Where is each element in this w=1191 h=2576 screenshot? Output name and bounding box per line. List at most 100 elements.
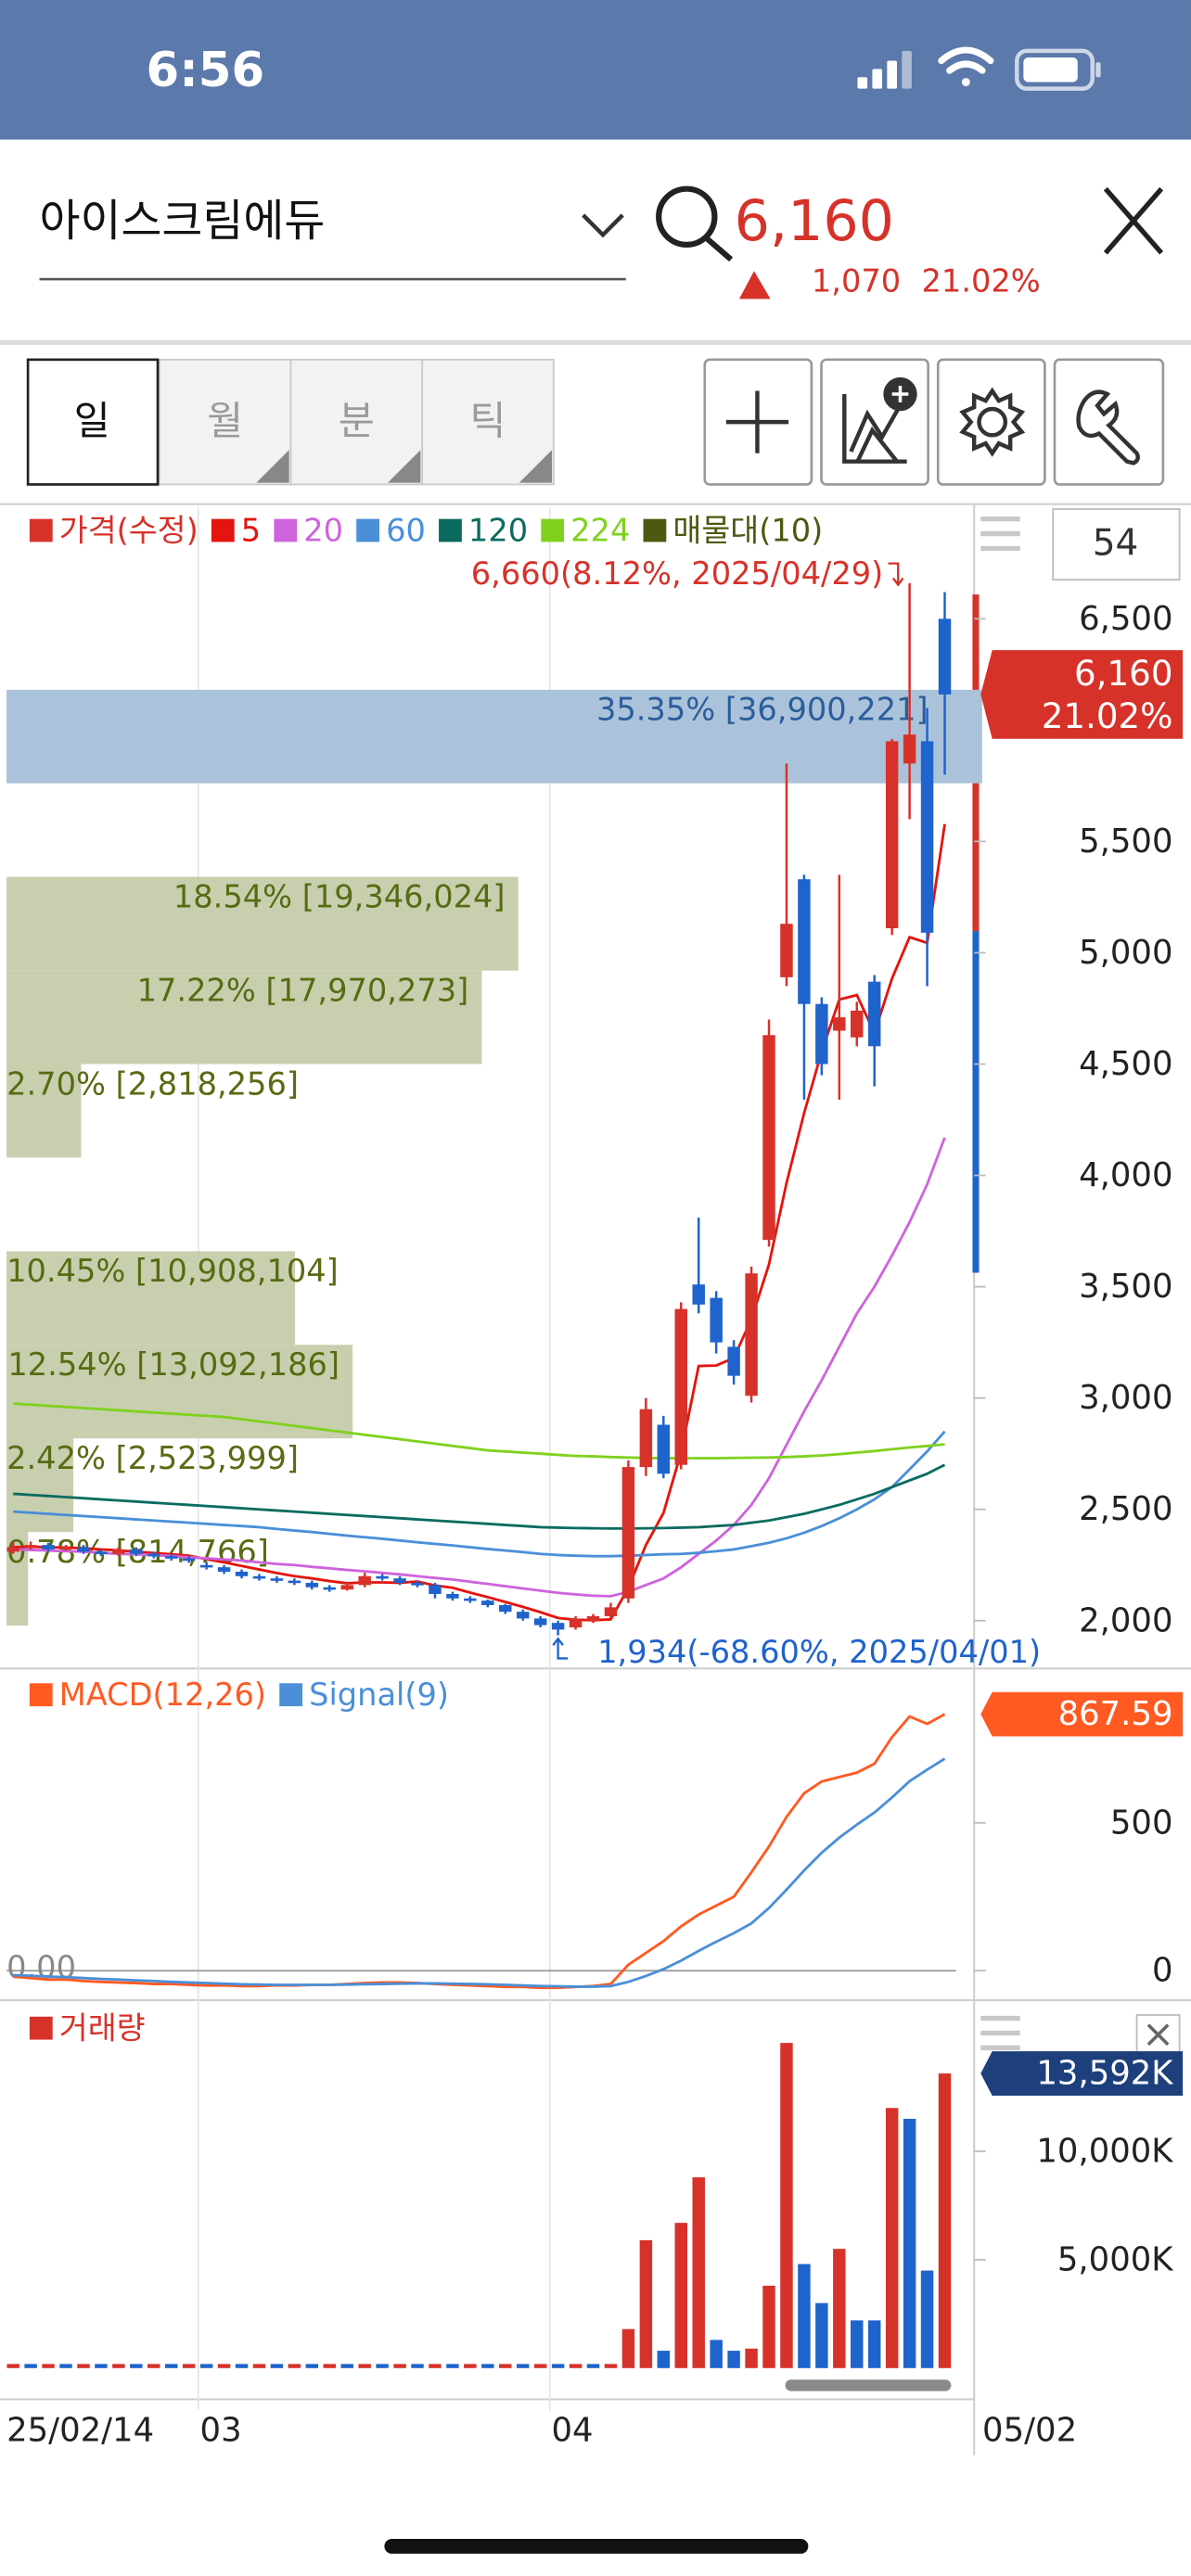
y-tick-label: 4,500 — [1079, 1045, 1172, 1083]
candle-body — [586, 1615, 600, 1621]
candle-body — [182, 1558, 196, 1562]
candle-body — [551, 1623, 565, 1630]
candle-body — [130, 1549, 143, 1554]
volume-bar — [481, 2364, 494, 2368]
y-tick-label: 3,000 — [1079, 1379, 1172, 1417]
tool-icons — [725, 376, 1140, 465]
low-arrow — [552, 1637, 569, 1660]
candle-body — [288, 1580, 301, 1584]
volume-bar — [621, 2328, 635, 2368]
tab[interactable]: 틱 — [469, 400, 506, 445]
legend-swatch — [211, 518, 235, 542]
candle-body — [393, 1578, 406, 1583]
volume-bar — [358, 2364, 371, 2368]
volume-bar — [833, 2249, 846, 2368]
pane-close-icon — [1146, 2023, 1170, 2047]
price-tag-sublabel: 21.02% — [1042, 695, 1173, 736]
y-tick-label: 5,000K — [1057, 2240, 1173, 2278]
candle-body — [481, 1600, 494, 1605]
volume-bar — [692, 2177, 705, 2368]
legend-label: 120 — [468, 513, 528, 549]
scrollbar[interactable] — [785, 2379, 952, 2391]
legend-swatch — [279, 1683, 303, 1707]
candle-body — [164, 1556, 178, 1559]
tab[interactable]: 분 — [339, 400, 375, 445]
candle-body — [42, 1545, 55, 1549]
volume-bar — [305, 2364, 319, 2368]
price-change-pct: 21.02% — [922, 262, 1041, 299]
candle-body — [815, 1003, 828, 1065]
volume-profile-label: 35.35% [36,900,221] — [596, 692, 928, 728]
moving-average-line — [13, 1137, 946, 1598]
volume-bar — [446, 2364, 459, 2368]
candle-body — [358, 1575, 371, 1586]
legend-label: 20 — [303, 513, 343, 549]
volume-bar — [323, 2364, 337, 2368]
volume-bar — [182, 2364, 196, 2368]
y-tick-label: 0 — [1152, 1952, 1173, 1990]
legend-label: Signal(9) — [309, 1677, 449, 1713]
candle-body — [533, 1618, 547, 1626]
volume-bar — [393, 2364, 406, 2368]
tab-bg — [158, 358, 555, 486]
tab[interactable]: 일 — [74, 400, 110, 445]
candle-count: 54 — [1093, 523, 1139, 565]
volume-bar — [130, 2364, 143, 2368]
legend-swatch — [29, 2016, 53, 2040]
status-bar — [0, 0, 1191, 140]
x-tick-label: 05/02 — [982, 2412, 1077, 2450]
candle-body — [657, 1424, 671, 1474]
volume-profile-label: 12.54% [13,092,186] — [7, 1346, 339, 1383]
moving-average-line — [13, 1430, 946, 1558]
stock-name[interactable]: 아이스크림에듀 — [40, 197, 326, 248]
clock: 6:56 — [147, 43, 265, 98]
x-tick-label: 25/02/14 — [6, 2412, 154, 2450]
dropdown-icon[interactable] — [582, 213, 624, 238]
period-tabs: 일 월 분 틱 — [26, 358, 555, 486]
volume-profile-bar — [6, 1532, 29, 1626]
volume-profile-bar — [6, 1438, 74, 1533]
high-annotation: 6,660(8.12%, 2025/04/29) — [471, 555, 884, 592]
volume-bar — [903, 2118, 916, 2368]
tab-selected[interactable] — [26, 358, 160, 486]
volume-bar — [217, 2364, 231, 2368]
y-tick-label: 500 — [1110, 1804, 1173, 1842]
candle-body — [340, 1585, 353, 1590]
close-icon[interactable] — [1103, 186, 1164, 255]
search-icon[interactable] — [656, 185, 734, 262]
current-price: 6,160 — [735, 189, 894, 254]
volume-bar — [376, 2364, 389, 2368]
pane-menu-icon[interactable] — [980, 516, 1020, 2051]
candle-body — [446, 1593, 459, 1599]
x-tick-label: 04 — [552, 2412, 594, 2450]
candle-body — [235, 1571, 249, 1576]
count-box[interactable] — [1052, 508, 1181, 581]
candle-body — [499, 1604, 512, 1613]
volume-bar — [674, 2223, 687, 2368]
legend-label: 60 — [386, 513, 426, 549]
legend-label: 가격(수정) — [59, 513, 198, 549]
candle-body — [429, 1585, 442, 1594]
candle-body — [798, 879, 811, 1004]
candle-body — [147, 1553, 160, 1557]
tab[interactable]: 월 — [207, 400, 243, 445]
volume-bar — [235, 2364, 249, 2368]
candle-body — [112, 1549, 125, 1554]
candle-body — [745, 1273, 758, 1396]
candle-body — [217, 1567, 231, 1572]
settings-button[interactable] — [936, 358, 1046, 486]
volume-profile-label: 2.42% [2,523,999] — [6, 1440, 299, 1476]
volume-profile-label: 18.54% [19,346,024] — [173, 878, 506, 914]
tools-button[interactable] — [1053, 358, 1165, 486]
volume-bar — [920, 2270, 934, 2368]
volume-bar — [429, 2364, 442, 2368]
y-tick-label: 5,000 — [1079, 934, 1172, 972]
candle-body — [920, 741, 934, 933]
legend-label: 224 — [570, 513, 630, 549]
plot-area: 25/02/14 03 04 05/02 2,000 2,500 3,000 3,500 4,0… — [6, 507, 1184, 2450]
volume-bar — [6, 2364, 19, 2368]
candle-body — [6, 1547, 19, 1552]
candle-body — [323, 1587, 337, 1590]
high-arrow — [888, 562, 904, 587]
